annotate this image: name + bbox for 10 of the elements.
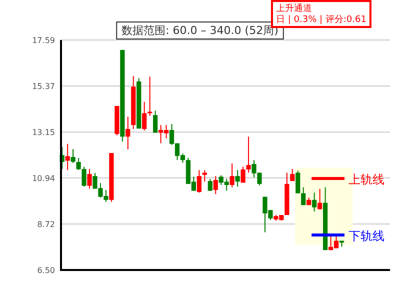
y-tick-label: 6.50 <box>37 266 55 275</box>
text: 日 | 0.3% | 评分:0.61 <box>276 14 366 25</box>
y-tick-label: 10.94 <box>32 174 55 183</box>
y-tick-label: 8.72 <box>37 220 55 229</box>
y-tick-label: 15.37 <box>32 82 55 92</box>
y-tick-label: 13.15 <box>32 128 55 138</box>
ref-line-label: 上轨线 <box>348 172 384 187</box>
y-tick-label: 17.59 <box>32 36 55 45</box>
ref-line-label: 下轨线 <box>348 228 384 243</box>
text: 上升通道 <box>276 3 312 14</box>
